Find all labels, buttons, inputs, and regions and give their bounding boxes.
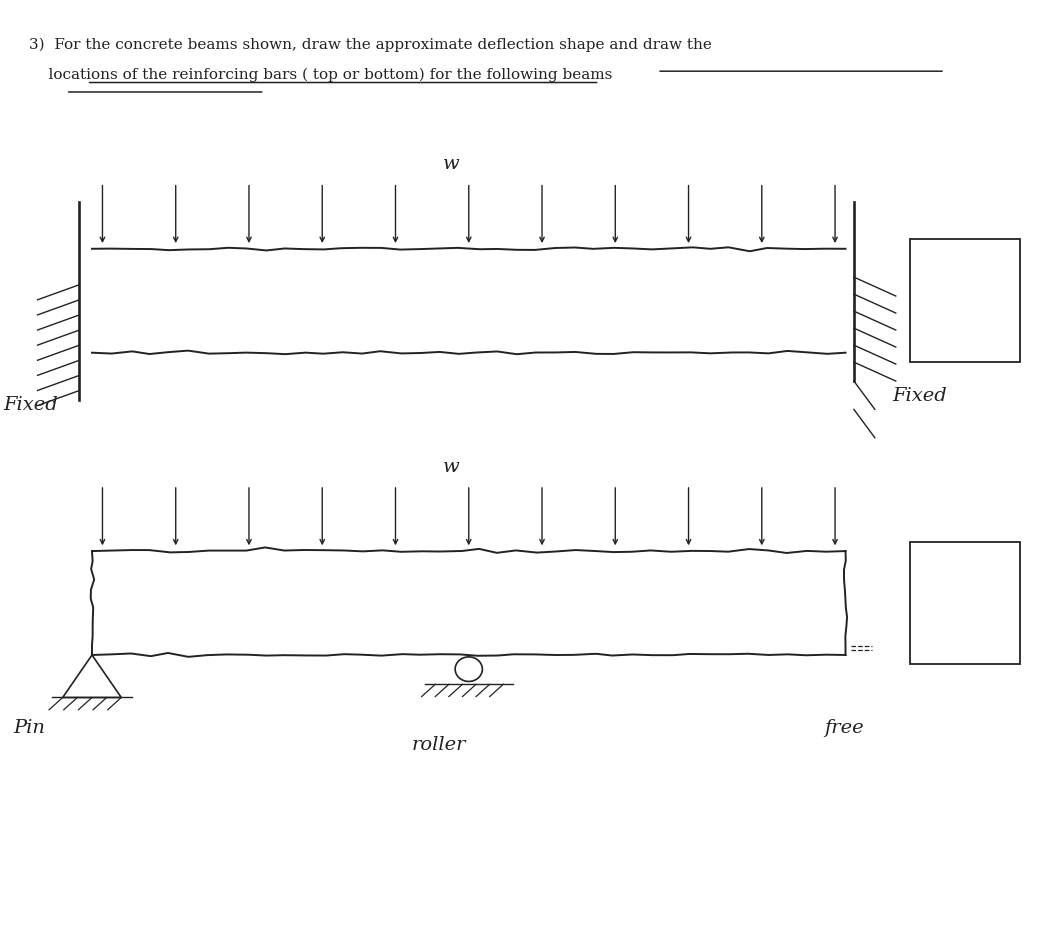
Text: free: free xyxy=(825,719,864,737)
Bar xyxy=(911,240,1020,363)
Text: roller: roller xyxy=(411,736,466,754)
Text: w: w xyxy=(443,155,460,173)
Polygon shape xyxy=(62,655,122,698)
Text: Fixed: Fixed xyxy=(3,396,58,414)
Text: w: w xyxy=(443,457,460,475)
Bar xyxy=(911,542,1020,664)
Text: Pin: Pin xyxy=(14,719,46,737)
Text: locations of the reinforcing bars ( top or bottom) for the following beams: locations of the reinforcing bars ( top … xyxy=(30,68,612,82)
Text: 3)  For the concrete beams shown, draw the approximate deflection shape and draw: 3) For the concrete beams shown, draw th… xyxy=(30,37,712,51)
Text: Fixed: Fixed xyxy=(893,387,948,405)
Circle shape xyxy=(455,657,482,682)
